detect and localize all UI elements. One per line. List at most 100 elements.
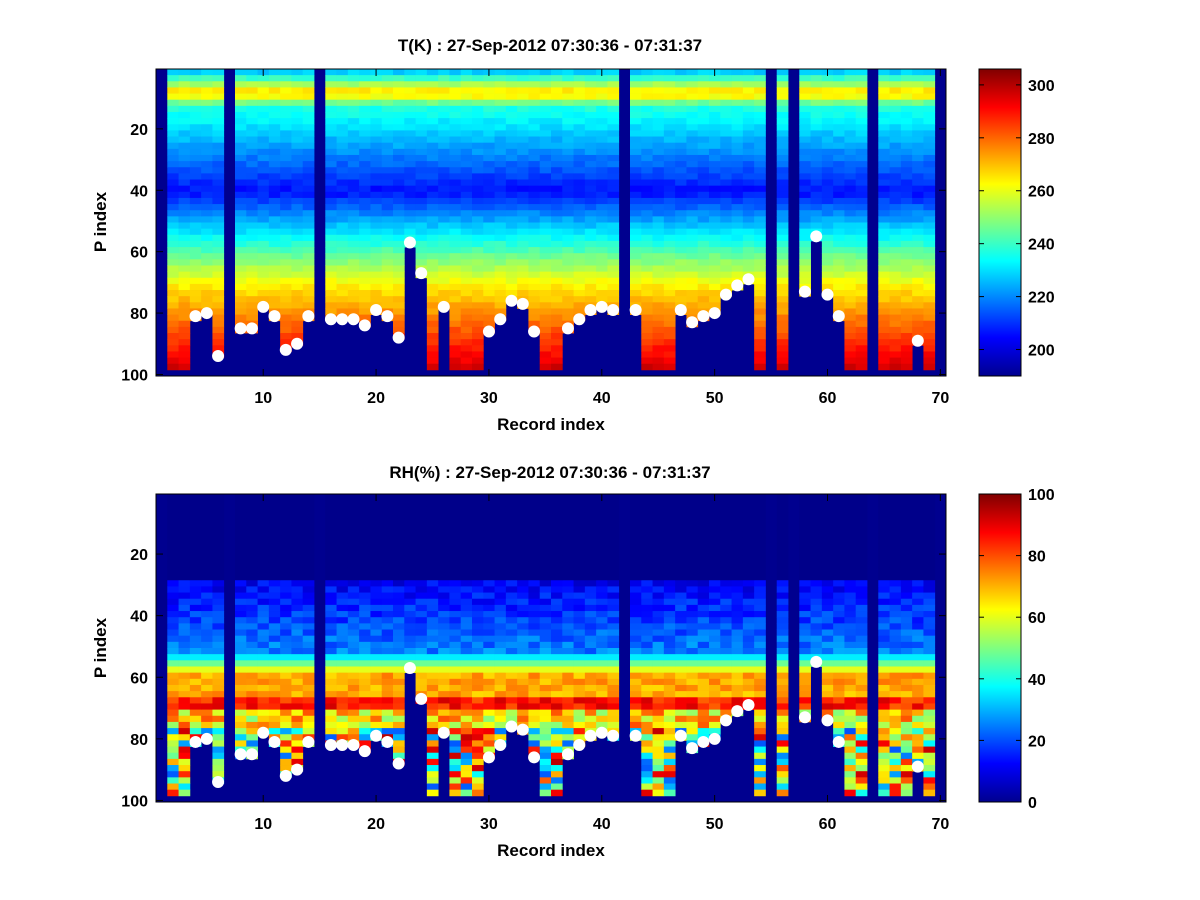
heatmap-cell [393,512,405,520]
heatmap-cell [426,197,439,205]
heatmap-cell [731,124,744,131]
heatmap-cell [889,81,902,88]
heatmap-cell [652,197,665,205]
heatmap-cell [505,543,518,550]
heatmap-cell [641,216,653,223]
heatmap-cell [235,271,247,279]
heatmap-cell [731,648,744,655]
surface-marker [403,236,416,249]
heatmap-cell [167,326,179,334]
heatmap-cell [246,672,258,680]
heatmap-cell [742,191,755,199]
heatmap-cell [742,524,755,532]
heatmap-cell [393,666,405,674]
heatmap-cell [731,678,744,686]
surface-marker [494,313,507,326]
heatmap-cell [415,259,428,266]
heatmap-cell [460,666,473,674]
heatmap-cell [889,130,902,137]
heatmap-cell [776,234,789,242]
heatmap-cell [754,524,766,532]
heatmap-cell [776,204,789,211]
heatmap-cell [776,228,789,236]
heatmap-cell [347,302,360,309]
heatmap-cell [325,259,337,266]
heatmap-cell [472,191,484,199]
heatmap-cell [359,173,371,180]
heatmap-cell [855,271,868,279]
heatmap-cell [494,234,507,242]
heatmap-cell [573,87,586,94]
heatmap-cell [878,111,890,119]
heatmap-cell [268,586,281,593]
heatmap-cell [347,524,360,532]
heatmap-cell [370,518,383,526]
heatmap-cell [347,216,360,223]
heatmap-cell [900,75,913,82]
heatmap-cell [201,222,213,230]
heatmap-cell [539,734,552,741]
heatmap-cell [246,302,258,309]
heatmap-cell [359,721,371,729]
heatmap-cell [246,253,258,260]
heatmap-cell [562,506,574,513]
heatmap-cell [325,222,337,230]
heatmap-cell [381,561,394,569]
heatmap-cell [551,703,563,710]
heatmap-cell [178,549,191,556]
heatmap-cell [404,75,416,82]
heatmap-cell [370,617,383,624]
heatmap-cell [212,549,225,556]
heatmap-cell [539,721,552,729]
heatmap-cell [731,130,744,137]
heatmap-cell [923,320,936,328]
heatmap-cell [280,326,292,334]
heatmap-cell [415,660,428,667]
heatmap-cell [189,185,202,193]
heatmap-cell [167,543,179,550]
heatmap-cell [754,684,766,692]
heatmap-cell [336,228,349,236]
heatmap-column [178,69,191,371]
heatmap-cell [528,604,541,612]
heatmap-cell [246,678,258,686]
heatmap-cell [596,271,608,279]
heatmap-cell [912,283,924,291]
heatmap-cell [663,247,676,254]
heatmap-cell [438,715,450,723]
heatmap-cell [821,161,834,168]
heatmap-cell [212,512,225,520]
heatmap-cell [280,124,292,131]
heatmap-cell [460,326,473,334]
heatmap-cell [821,210,834,217]
heatmap-cell [573,709,586,717]
heatmap-cell [697,598,710,606]
heatmap-cell [302,641,315,649]
heatmap-cell [731,512,744,520]
heatmap-cell [438,648,450,655]
heatmap-cell [178,697,191,704]
heatmap-cell [201,530,213,538]
heatmap-cell [652,253,665,260]
heatmap-cell [573,660,586,667]
heatmap-cell [630,148,642,156]
heatmap-cell [900,93,913,101]
heatmap-cell [415,598,428,606]
heatmap-cell [415,185,428,193]
heatmap-cell [663,672,676,680]
heatmap-cell [720,672,732,680]
heatmap-cell [675,629,687,637]
heatmap-cell [562,672,574,680]
heatmap-cell [393,191,405,199]
heatmap-cell [449,500,462,507]
heatmap-cell [641,648,653,655]
heatmap-cell [291,752,304,760]
heatmap-cell [370,234,383,242]
heatmap-cell [347,283,360,291]
heatmap-cell [709,500,721,507]
heatmap-cell [359,641,371,649]
heatmap-cell [494,518,507,526]
heatmap-cell [178,363,191,371]
heatmap-cell [404,537,416,544]
heatmap-cell [720,136,732,144]
